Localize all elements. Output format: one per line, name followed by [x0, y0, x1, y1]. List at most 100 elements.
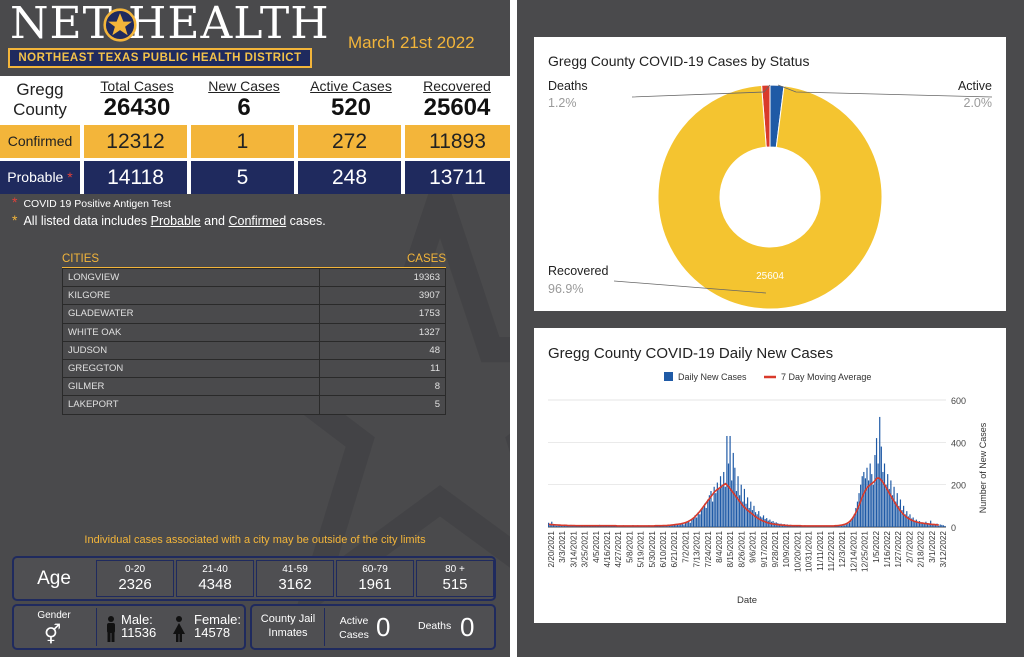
daily-bar	[910, 518, 913, 527]
daily-bar	[909, 514, 911, 527]
legend-label-daily: Daily New Cases	[678, 372, 747, 382]
total-cases-value: 26430	[103, 94, 171, 121]
daily-bar	[723, 471, 725, 527]
daily-bar	[888, 488, 890, 527]
x-tick-label: 5/8/2021	[625, 531, 634, 563]
recovered-value: 25604	[423, 94, 491, 121]
case-summary-table: Gregg County Total Cases New Cases Activ…	[0, 76, 510, 194]
daily-bar	[869, 463, 871, 527]
daily-bar	[834, 526, 836, 527]
daily-bar	[899, 499, 902, 527]
daily-bar	[568, 526, 570, 527]
city-cases: 3907	[319, 286, 446, 306]
daily-bar	[578, 526, 580, 527]
daily-bar	[750, 501, 752, 527]
daily-bar	[719, 476, 722, 527]
daily-bar	[898, 505, 900, 527]
x-tick-label: 9/28/2021	[771, 531, 780, 568]
daily-bar	[729, 435, 731, 527]
daily-bar	[583, 526, 585, 527]
daily-bar	[739, 495, 741, 527]
daily-bar	[858, 493, 860, 527]
age-group: 60-79 1961	[336, 560, 414, 597]
district-banner: NORTHEAST TEXAS PUBLIC HEALTH DISTRICT	[8, 48, 312, 68]
jail-active-value: 0	[376, 612, 391, 642]
x-tick-label: 3/1/2022	[928, 531, 937, 563]
city-row: LAKEPORT 5	[62, 395, 446, 415]
female-count: Female: 14578	[194, 612, 241, 640]
daily-bar	[745, 503, 747, 527]
probable-link[interactable]: Probable	[150, 214, 201, 228]
daily-bar	[853, 514, 855, 527]
daily-bar	[716, 482, 718, 527]
city-row: GLADEWATER 1753	[62, 304, 446, 324]
new-cases-value: 6	[237, 94, 251, 121]
daily-bar	[676, 524, 679, 527]
probable-total: 14118	[80, 161, 187, 194]
city-row: KILGORE 3907	[62, 286, 446, 306]
city-name: GLADEWATER	[62, 304, 320, 324]
daily-bar	[587, 526, 589, 527]
daily-bar	[726, 435, 728, 527]
daily-bar	[548, 522, 550, 527]
pie-label-recovered: Recovered	[548, 264, 609, 278]
daily-bar	[895, 501, 897, 527]
daily-bar	[555, 525, 558, 527]
daily-bar	[880, 446, 882, 527]
x-tick-label: 7/24/2021	[704, 531, 713, 568]
probable-recovered: 13711	[401, 161, 510, 194]
status-donut-chart: 25604	[613, 84, 993, 310]
moving-average-line	[548, 477, 939, 527]
daily-bar	[747, 497, 749, 527]
daily-bar	[681, 523, 683, 527]
probable-row: Probable * 14118 5 248 13711	[0, 158, 510, 194]
county-label: Gregg County	[13, 80, 67, 119]
daily-bar	[694, 515, 696, 527]
gender-label: Gender	[37, 610, 71, 621]
daily-bar	[856, 501, 859, 527]
daily-bar	[860, 484, 862, 527]
pie-pct-recovered: 96.9%	[548, 282, 584, 296]
city-row: WHITE OAK 1327	[62, 322, 446, 342]
jail-label: County Jail Inmates	[260, 613, 316, 639]
x-tick-label: 9/6/2021	[749, 531, 758, 563]
age-group: 41-59 3162	[256, 560, 334, 597]
daily-bar	[855, 507, 857, 527]
daily-bar	[656, 526, 658, 527]
daily-bar	[907, 516, 909, 527]
confirmed-active: 272	[294, 125, 401, 158]
confirmed-link[interactable]: Confirmed	[228, 214, 287, 228]
city-name: LAKEPORT	[62, 395, 320, 415]
county-jail-inmates: County Jail Inmates Active Cases 0 Deaths …	[250, 604, 496, 650]
age-group: 0-20 2326	[96, 560, 174, 597]
active-cases-value: 520	[330, 94, 372, 121]
daily-bar	[893, 486, 895, 527]
daily-bar	[600, 526, 602, 527]
net-health-logo: NET HEALTH NORTHEAST TEXAS PUBLIC HEALTH…	[8, 0, 329, 68]
x-tick-label: 10/9/2021	[782, 531, 791, 568]
daily-bar	[914, 520, 916, 527]
x-axis-title: Date	[737, 595, 757, 606]
daily-bar	[842, 524, 844, 527]
daily-bar	[686, 521, 688, 527]
pie-pct-deaths: 1.2%	[548, 96, 577, 110]
listed-data-note: * All listed data includes Probable and C…	[12, 212, 326, 228]
daily-bar	[915, 519, 917, 527]
daily-bar	[705, 507, 707, 527]
daily-bar	[732, 452, 734, 527]
city-name: WHITE OAK	[62, 322, 320, 342]
daily-bar	[761, 517, 763, 527]
daily-bar	[735, 491, 738, 527]
city-name: JUDSON	[62, 340, 320, 360]
asterisk-icon: *	[67, 169, 73, 185]
daily-bar	[906, 511, 908, 527]
daily-bar	[713, 486, 715, 527]
footnotes: * COVID 19 Positive Antigen Test * All lis…	[12, 194, 326, 228]
daily-bar	[696, 517, 698, 527]
new-cases-heading: New Cases	[208, 78, 280, 94]
y-tick-label: 400	[951, 438, 966, 448]
probable-new: 5	[187, 161, 294, 194]
pie-leader-recovered	[613, 280, 767, 294]
city-row: JUDSON 48	[62, 340, 446, 360]
daily-bar	[901, 510, 903, 527]
